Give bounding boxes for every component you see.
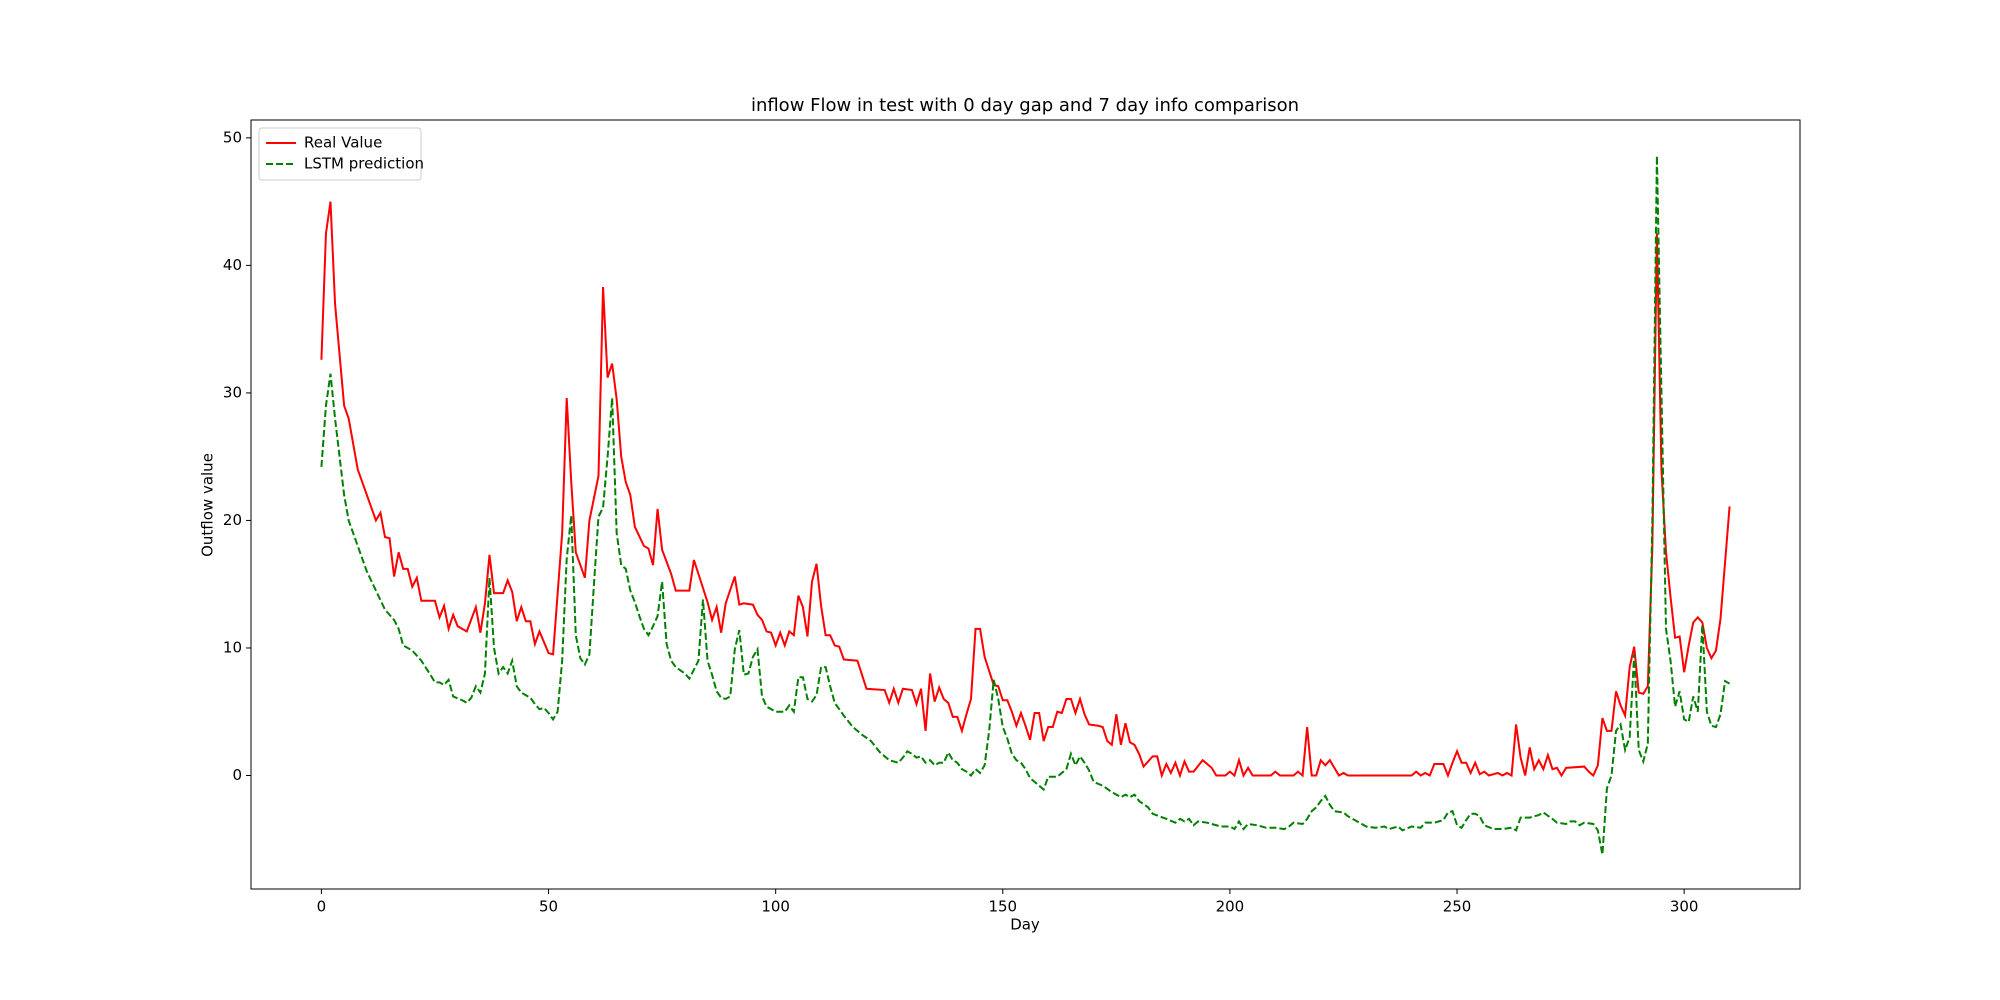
series-line (320, 155, 1731, 855)
x-tick-label: 200 (1216, 898, 1245, 916)
plot-frame (250, 119, 1801, 890)
legend-box (258, 127, 422, 181)
y-axis-label: Outflow value (199, 453, 217, 557)
legend-label: LSTM prediction (304, 155, 424, 173)
x-tick-label: 100 (761, 898, 790, 916)
x-axis-label: Day (1010, 916, 1040, 934)
x-tick-label: 50 (539, 898, 558, 916)
y-tick-label: 10 (223, 638, 242, 656)
legend: Real Value LSTM prediction (258, 127, 424, 181)
x-tick-label: 0 (317, 898, 327, 916)
y-tick-label: 20 (223, 511, 242, 529)
x-tick-label: 300 (1670, 898, 1699, 916)
chart-title: inflow Flow in test with 0 day gap and 7… (751, 95, 1299, 116)
y-tick-label: 40 (223, 256, 242, 274)
x-tick-label: 250 (1443, 898, 1472, 916)
legend-label: Real Value (304, 134, 382, 152)
y-tick-label: 30 (223, 383, 242, 401)
series-line (320, 201, 1731, 779)
y-tick-label: 0 (232, 766, 242, 784)
y-tick-label: 50 (223, 128, 242, 146)
x-tick-label: 150 (988, 898, 1017, 916)
